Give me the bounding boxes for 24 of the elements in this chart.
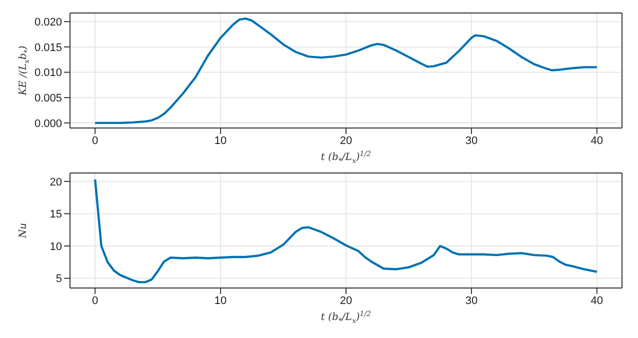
line-series	[94, 17, 598, 124]
line-series	[94, 178, 598, 284]
y-tick-label: 5	[56, 273, 62, 286]
x-tick-label: 10	[214, 134, 227, 147]
x-tick-label: 40	[590, 134, 604, 147]
y-tick-label: 0.010	[34, 67, 62, 80]
y-tick-label: 20	[50, 176, 62, 188]
x-tick-label: 0	[92, 294, 98, 307]
x-tick-label: 0	[92, 134, 98, 147]
x-tick-label: 10	[214, 294, 227, 307]
y-tick-label: 0.015	[34, 42, 62, 54]
x-axis-title: t (b$_{*}$/L$_{x}$)$^{1/2}$	[320, 150, 372, 165]
x-axis-title: t (b$_{*}$/L$_{x}$)$^{1/2}$	[320, 310, 372, 325]
y-tick-label: 0.000	[34, 118, 62, 130]
y-tick-label: 10	[50, 240, 62, 253]
y-tick-label: 0.005	[34, 92, 62, 105]
x-tick-label: 30	[465, 294, 478, 307]
x-tick-label: 30	[465, 134, 478, 147]
y-tick-label: 0.020	[34, 16, 62, 29]
y-axis-title: Nu	[18, 222, 29, 240]
y-tick-label: 15	[50, 208, 62, 221]
x-tick-label: 20	[340, 294, 352, 307]
x-tick-label: 40	[590, 294, 604, 307]
x-tick-label: 20	[340, 134, 352, 147]
